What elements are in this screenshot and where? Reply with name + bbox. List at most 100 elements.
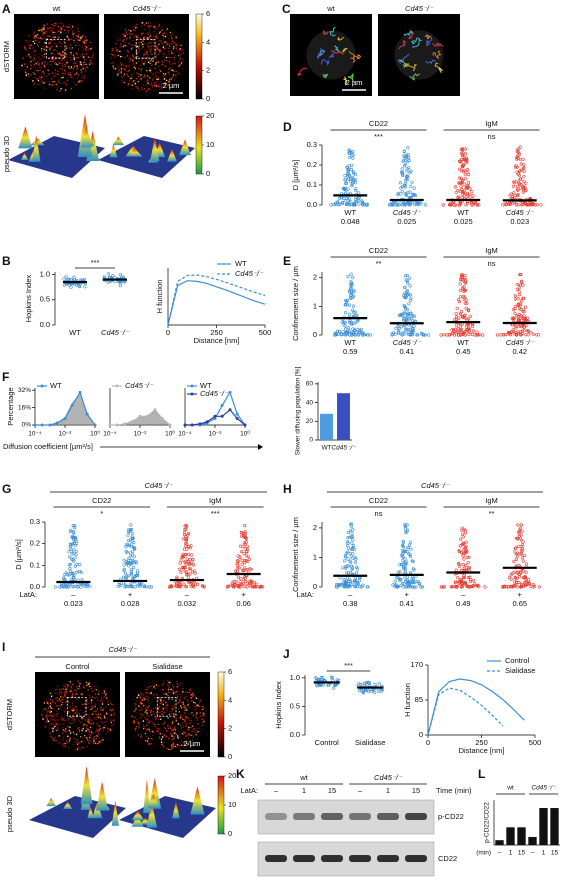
dot-cloud [500,523,542,589]
localizations [110,22,184,92]
colorbar [195,115,203,175]
y-axis-label: p-CD22/CD22 [484,802,491,843]
x-tick-label: 15 [518,850,526,857]
x-tick-label: WT [69,328,81,337]
cell-glow [394,30,444,80]
header: Cd45⁻/⁻ [421,481,450,490]
dot-cloud [501,145,543,207]
blot-band [349,855,371,862]
group-label: IgM [209,496,222,505]
pseudo-3d-peak [190,786,205,815]
density-point [153,408,157,412]
x-tick-label: + [518,590,523,599]
panel-letter: K [236,767,245,781]
legend-marker [190,384,194,388]
x-tick-label: – [348,590,353,599]
blot-membrane [257,799,435,835]
lane-label: 1 [386,786,390,795]
legend-label: Cd45⁻/⁻ [235,269,264,278]
x-tick-label: + [128,590,133,599]
density-point [183,423,187,427]
blot-membrane [257,841,435,877]
colorbar-tick-label: 0 [228,829,232,838]
y-axis-label: Confinement size / µm [291,517,300,592]
x-tick-label: Cd45⁻/⁻ [393,208,422,217]
bar [506,827,515,845]
density-point [78,390,82,394]
value-label: 0.048 [341,217,360,226]
x-tick-label: 15 [551,850,559,857]
dot-cloud [496,272,541,337]
density-point [33,423,37,427]
pseudo-3d-peak [143,779,151,814]
x-tick-label: Control [315,738,340,747]
track [398,39,407,50]
scale-bar-label: 2 µm [163,81,180,90]
localizations [111,22,184,93]
scale-bar-label: 2 µm [184,739,201,748]
x-tick-label: WT [321,445,331,452]
x-tick-label: – [71,590,76,599]
blot-band [405,855,427,862]
track [343,76,348,86]
y-tick-label: 0.3 [307,140,317,149]
track [347,72,356,84]
density-point [48,423,52,427]
legend-marker [190,392,194,396]
colorbar-tick-label: 0 [206,169,210,178]
column-label: Control [65,662,90,671]
panel-letter: G [2,482,11,496]
value-label: 0.023 [64,599,83,608]
density-point [138,414,142,418]
colorbar-tick-label: 20 [206,111,214,120]
density-point [93,423,97,427]
pseudo-3d-peak [109,143,118,158]
micrograph [378,14,460,96]
x-tick-label: WT [457,208,469,217]
x-tick-label: 250 [475,738,488,747]
x-tick-label: 1 [542,850,546,857]
colorbar [217,671,225,758]
density-point [145,414,149,418]
value-label: 0.023 [510,217,529,226]
dot-cloud [387,146,428,207]
row-label: pseudo 3D [2,135,11,172]
dot-cloud [441,147,481,207]
density-point [220,403,224,407]
series-line [427,678,525,736]
y-tick-label: 0.5 [290,701,300,710]
y-tick-label: 0 [313,330,317,339]
value-label: 0.06 [236,599,251,608]
y-tick-label: 0.1 [307,180,317,189]
value-label: 0.49 [456,599,471,608]
panel-letter: D [283,120,292,134]
y-tick-label: 40 [306,399,314,406]
density-point [55,421,59,425]
x-tick-label: Cd45⁻/⁻ [506,208,535,217]
dot-cloud [167,523,206,589]
y-tick-label: 1.0 [40,270,50,279]
legend-label: WT [50,381,62,390]
bar [550,808,559,845]
y-tick-label: 0 [419,730,423,739]
localizations [41,682,115,751]
pseudo-3d-peak [87,806,94,819]
track [322,29,329,35]
group-label: IgM [485,496,498,505]
band-label: p-CD22 [438,812,464,821]
track [328,52,335,59]
y-axis-label: D [µm²/s] [14,539,23,570]
track [434,62,443,73]
value-label: 0.41 [399,599,414,608]
pseudo-3d-peak [167,148,177,162]
panel-letter: F [2,370,9,384]
x-tick-label: Sialidase [355,738,385,747]
localizations [22,22,95,91]
density-point [70,403,74,407]
dot-cloud [53,524,92,589]
pseudo-3d-peak [131,810,145,821]
significance: *** [211,509,220,518]
x-axis-label: Distance [nm] [459,746,505,755]
group-label: CD22 [92,496,111,505]
value-label: 0.032 [177,599,196,608]
